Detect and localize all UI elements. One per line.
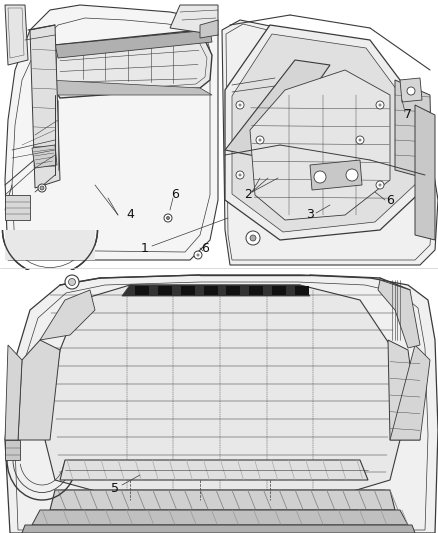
Polygon shape bbox=[249, 286, 263, 295]
Polygon shape bbox=[122, 285, 310, 296]
Polygon shape bbox=[22, 525, 415, 533]
Circle shape bbox=[358, 139, 361, 141]
Text: 7: 7 bbox=[404, 109, 412, 122]
Circle shape bbox=[356, 136, 364, 144]
Text: 5: 5 bbox=[111, 481, 119, 495]
Polygon shape bbox=[55, 30, 212, 58]
Polygon shape bbox=[225, 60, 330, 158]
Polygon shape bbox=[48, 80, 212, 95]
Polygon shape bbox=[204, 286, 218, 295]
Circle shape bbox=[376, 101, 384, 109]
Polygon shape bbox=[5, 5, 28, 65]
Circle shape bbox=[65, 275, 79, 289]
Polygon shape bbox=[388, 340, 420, 440]
Polygon shape bbox=[181, 286, 195, 295]
Polygon shape bbox=[5, 345, 22, 440]
Circle shape bbox=[68, 279, 75, 286]
Polygon shape bbox=[200, 20, 218, 38]
Circle shape bbox=[239, 174, 241, 176]
Polygon shape bbox=[378, 280, 420, 348]
Polygon shape bbox=[310, 160, 362, 190]
Circle shape bbox=[378, 103, 381, 107]
Polygon shape bbox=[219, 0, 438, 265]
Text: 6: 6 bbox=[201, 241, 209, 254]
Circle shape bbox=[197, 254, 199, 256]
Polygon shape bbox=[5, 195, 30, 220]
Text: 6: 6 bbox=[386, 193, 394, 206]
Polygon shape bbox=[5, 230, 95, 260]
Polygon shape bbox=[226, 286, 240, 295]
Circle shape bbox=[378, 183, 381, 187]
Polygon shape bbox=[135, 286, 149, 295]
Circle shape bbox=[38, 184, 46, 192]
Polygon shape bbox=[170, 5, 218, 35]
Circle shape bbox=[314, 171, 326, 183]
Polygon shape bbox=[18, 340, 60, 440]
Polygon shape bbox=[60, 460, 368, 480]
Polygon shape bbox=[32, 145, 57, 168]
Circle shape bbox=[250, 235, 256, 241]
Circle shape bbox=[246, 231, 260, 245]
Circle shape bbox=[256, 136, 264, 144]
Polygon shape bbox=[0, 0, 219, 265]
Polygon shape bbox=[232, 34, 422, 232]
Polygon shape bbox=[30, 25, 60, 188]
Polygon shape bbox=[5, 275, 438, 533]
Circle shape bbox=[166, 216, 170, 220]
Polygon shape bbox=[40, 290, 95, 340]
Polygon shape bbox=[48, 30, 212, 98]
Circle shape bbox=[194, 251, 202, 259]
Polygon shape bbox=[50, 490, 395, 510]
Circle shape bbox=[236, 171, 244, 179]
Text: 3: 3 bbox=[306, 208, 314, 222]
Polygon shape bbox=[32, 510, 408, 525]
Polygon shape bbox=[295, 286, 309, 295]
Polygon shape bbox=[395, 80, 432, 180]
Circle shape bbox=[258, 139, 261, 141]
Circle shape bbox=[236, 101, 244, 109]
Polygon shape bbox=[415, 105, 435, 240]
Polygon shape bbox=[5, 5, 218, 260]
Polygon shape bbox=[390, 345, 430, 440]
Text: 4: 4 bbox=[126, 208, 134, 222]
Circle shape bbox=[407, 87, 415, 95]
Polygon shape bbox=[45, 285, 400, 495]
Circle shape bbox=[164, 214, 172, 222]
Circle shape bbox=[376, 181, 384, 189]
Circle shape bbox=[346, 169, 358, 181]
Text: 1: 1 bbox=[141, 241, 149, 254]
Polygon shape bbox=[0, 270, 438, 533]
Polygon shape bbox=[5, 440, 20, 460]
Text: 2: 2 bbox=[244, 189, 252, 201]
Polygon shape bbox=[400, 78, 422, 102]
Circle shape bbox=[239, 103, 241, 107]
Polygon shape bbox=[272, 286, 286, 295]
Polygon shape bbox=[225, 25, 430, 240]
Circle shape bbox=[40, 186, 44, 190]
Polygon shape bbox=[250, 70, 390, 220]
Polygon shape bbox=[222, 20, 438, 265]
Text: 6: 6 bbox=[171, 189, 179, 201]
Polygon shape bbox=[158, 286, 172, 295]
